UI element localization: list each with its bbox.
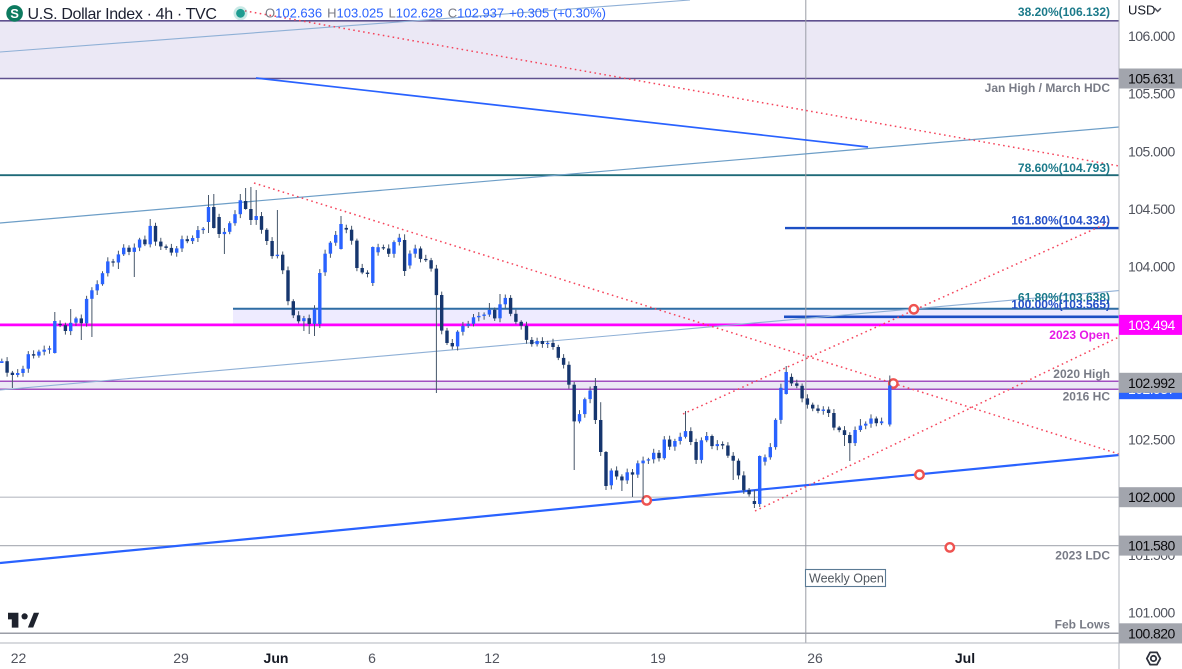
- svg-text:U.S. Dollar Index · 4h · TVC: U.S. Dollar Index · 4h · TVC: [28, 6, 217, 23]
- svg-text:USD: USD: [1128, 3, 1155, 18]
- svg-text:2020 High: 2020 High: [1053, 367, 1110, 381]
- svg-text:102.500: 102.500: [1128, 432, 1176, 448]
- svg-text:19: 19: [650, 650, 666, 666]
- svg-text:22: 22: [11, 650, 27, 666]
- svg-text:Weekly Open: Weekly Open: [809, 572, 884, 586]
- svg-text:2016 HC: 2016 HC: [1063, 390, 1111, 404]
- svg-text:100.00%(103.565): 100.00%(103.565): [1011, 298, 1110, 312]
- svg-text:Feb Lows: Feb Lows: [1055, 618, 1111, 632]
- svg-text:S: S: [10, 6, 19, 21]
- svg-text:Jan High / March HDC: Jan High / March HDC: [985, 81, 1111, 95]
- svg-text:102.000: 102.000: [1128, 489, 1176, 505]
- svg-text:105.631: 105.631: [1128, 71, 1176, 87]
- svg-text:12: 12: [484, 650, 500, 666]
- svg-text:101.580: 101.580: [1128, 538, 1176, 554]
- svg-text:2023 Open: 2023 Open: [1049, 328, 1110, 342]
- svg-text:106.000: 106.000: [1128, 28, 1176, 44]
- svg-text:103.494: 103.494: [1128, 317, 1176, 333]
- svg-text:2023 LDC: 2023 LDC: [1055, 549, 1110, 563]
- svg-text:Jun: Jun: [264, 650, 289, 666]
- svg-text:105.500: 105.500: [1128, 86, 1176, 102]
- svg-text:Jul: Jul: [955, 650, 975, 666]
- svg-text:104.000: 104.000: [1128, 259, 1176, 275]
- svg-text:161.80%(104.334): 161.80%(104.334): [1011, 214, 1110, 228]
- svg-text:6: 6: [368, 650, 376, 666]
- svg-text:105.000: 105.000: [1128, 143, 1176, 159]
- svg-text:78.60%(104.793): 78.60%(104.793): [1018, 161, 1110, 175]
- svg-text:104.500: 104.500: [1128, 201, 1176, 217]
- svg-text:61.80%(103.638): 61.80%(103.638): [1018, 291, 1110, 305]
- svg-text:100.820: 100.820: [1128, 625, 1176, 641]
- svg-text:38.20%(106.132): 38.20%(106.132): [1018, 5, 1110, 19]
- svg-text:101.000: 101.000: [1128, 605, 1176, 621]
- svg-text:26: 26: [807, 650, 823, 666]
- svg-text:29: 29: [173, 650, 189, 666]
- svg-text:102.992: 102.992: [1128, 375, 1176, 391]
